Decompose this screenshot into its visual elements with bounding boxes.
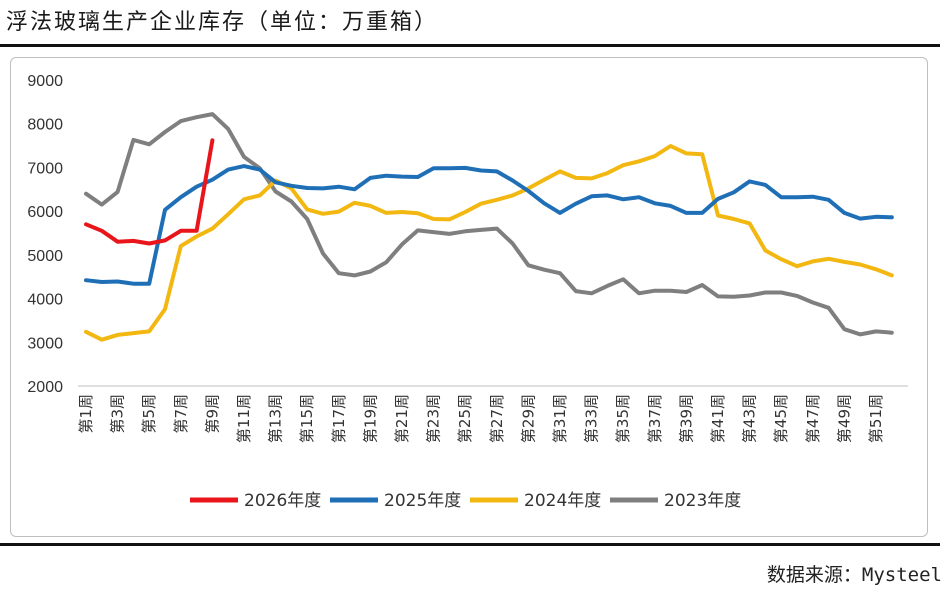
x-tick-label: 第35周 xyxy=(614,394,632,443)
x-tick-label: 第33周 xyxy=(583,394,601,443)
x-tick-label: 第9周 xyxy=(203,394,221,434)
x-tick-label: 第23周 xyxy=(425,394,443,443)
y-tick-label: 9000 xyxy=(27,73,63,90)
x-tick-label: 第5周 xyxy=(140,394,158,434)
chart-title: 浮法玻璃生产企业库存（单位：万重箱） xyxy=(6,10,439,35)
x-tick-label: 第17周 xyxy=(330,394,348,443)
y-tick-label: 6000 xyxy=(27,204,63,221)
series-line-2026年度 xyxy=(84,138,215,246)
series-line-2025年度 xyxy=(84,164,894,286)
x-tick-label: 第15周 xyxy=(298,394,316,443)
legend-label: 2024年度 xyxy=(524,491,601,511)
x-tick-label: 第43周 xyxy=(741,394,759,443)
legend-label: 2025年度 xyxy=(384,491,461,511)
x-tick-label: 第31周 xyxy=(551,394,569,443)
source-note: 数据来源：Mysteel xyxy=(766,564,942,586)
x-tick-label: 第19周 xyxy=(361,394,379,443)
x-tick-label: 第29周 xyxy=(519,394,537,443)
x-tick-label: 第45周 xyxy=(772,394,790,443)
x-tick-label: 第11周 xyxy=(235,394,253,443)
x-tick-label: 第41周 xyxy=(709,394,727,443)
y-tick-label: 4000 xyxy=(27,292,63,309)
x-tick-label: 第3周 xyxy=(109,394,127,434)
x-tick-label: 第47周 xyxy=(804,394,822,443)
bottom-rule xyxy=(0,543,940,546)
y-tick-label: 5000 xyxy=(27,248,63,265)
x-tick-label: 第21周 xyxy=(393,394,411,443)
x-tick-label: 第37周 xyxy=(646,394,664,443)
chart-frame xyxy=(10,57,928,537)
x-tick-label: 第13周 xyxy=(267,394,285,443)
x-tick-label: 第1周 xyxy=(77,394,95,434)
legend-label: 2023年度 xyxy=(664,491,741,511)
legend-label: 2026年度 xyxy=(244,491,321,511)
top-rule xyxy=(0,44,940,47)
y-tick-label: 7000 xyxy=(27,160,63,177)
x-tick-label: 第49周 xyxy=(835,394,853,443)
x-tick-label: 第27周 xyxy=(488,394,506,443)
series-line-2024年度 xyxy=(84,144,894,342)
x-tick-label: 第7周 xyxy=(172,394,190,434)
y-tick-label: 8000 xyxy=(27,117,63,134)
y-tick-label: 3000 xyxy=(27,335,63,352)
x-tick-label: 第51周 xyxy=(867,394,885,443)
x-tick-label: 第39周 xyxy=(677,394,695,443)
series-line-2023年度 xyxy=(84,112,894,337)
y-tick-label: 2000 xyxy=(27,379,63,396)
x-tick-label: 第25周 xyxy=(456,394,474,443)
